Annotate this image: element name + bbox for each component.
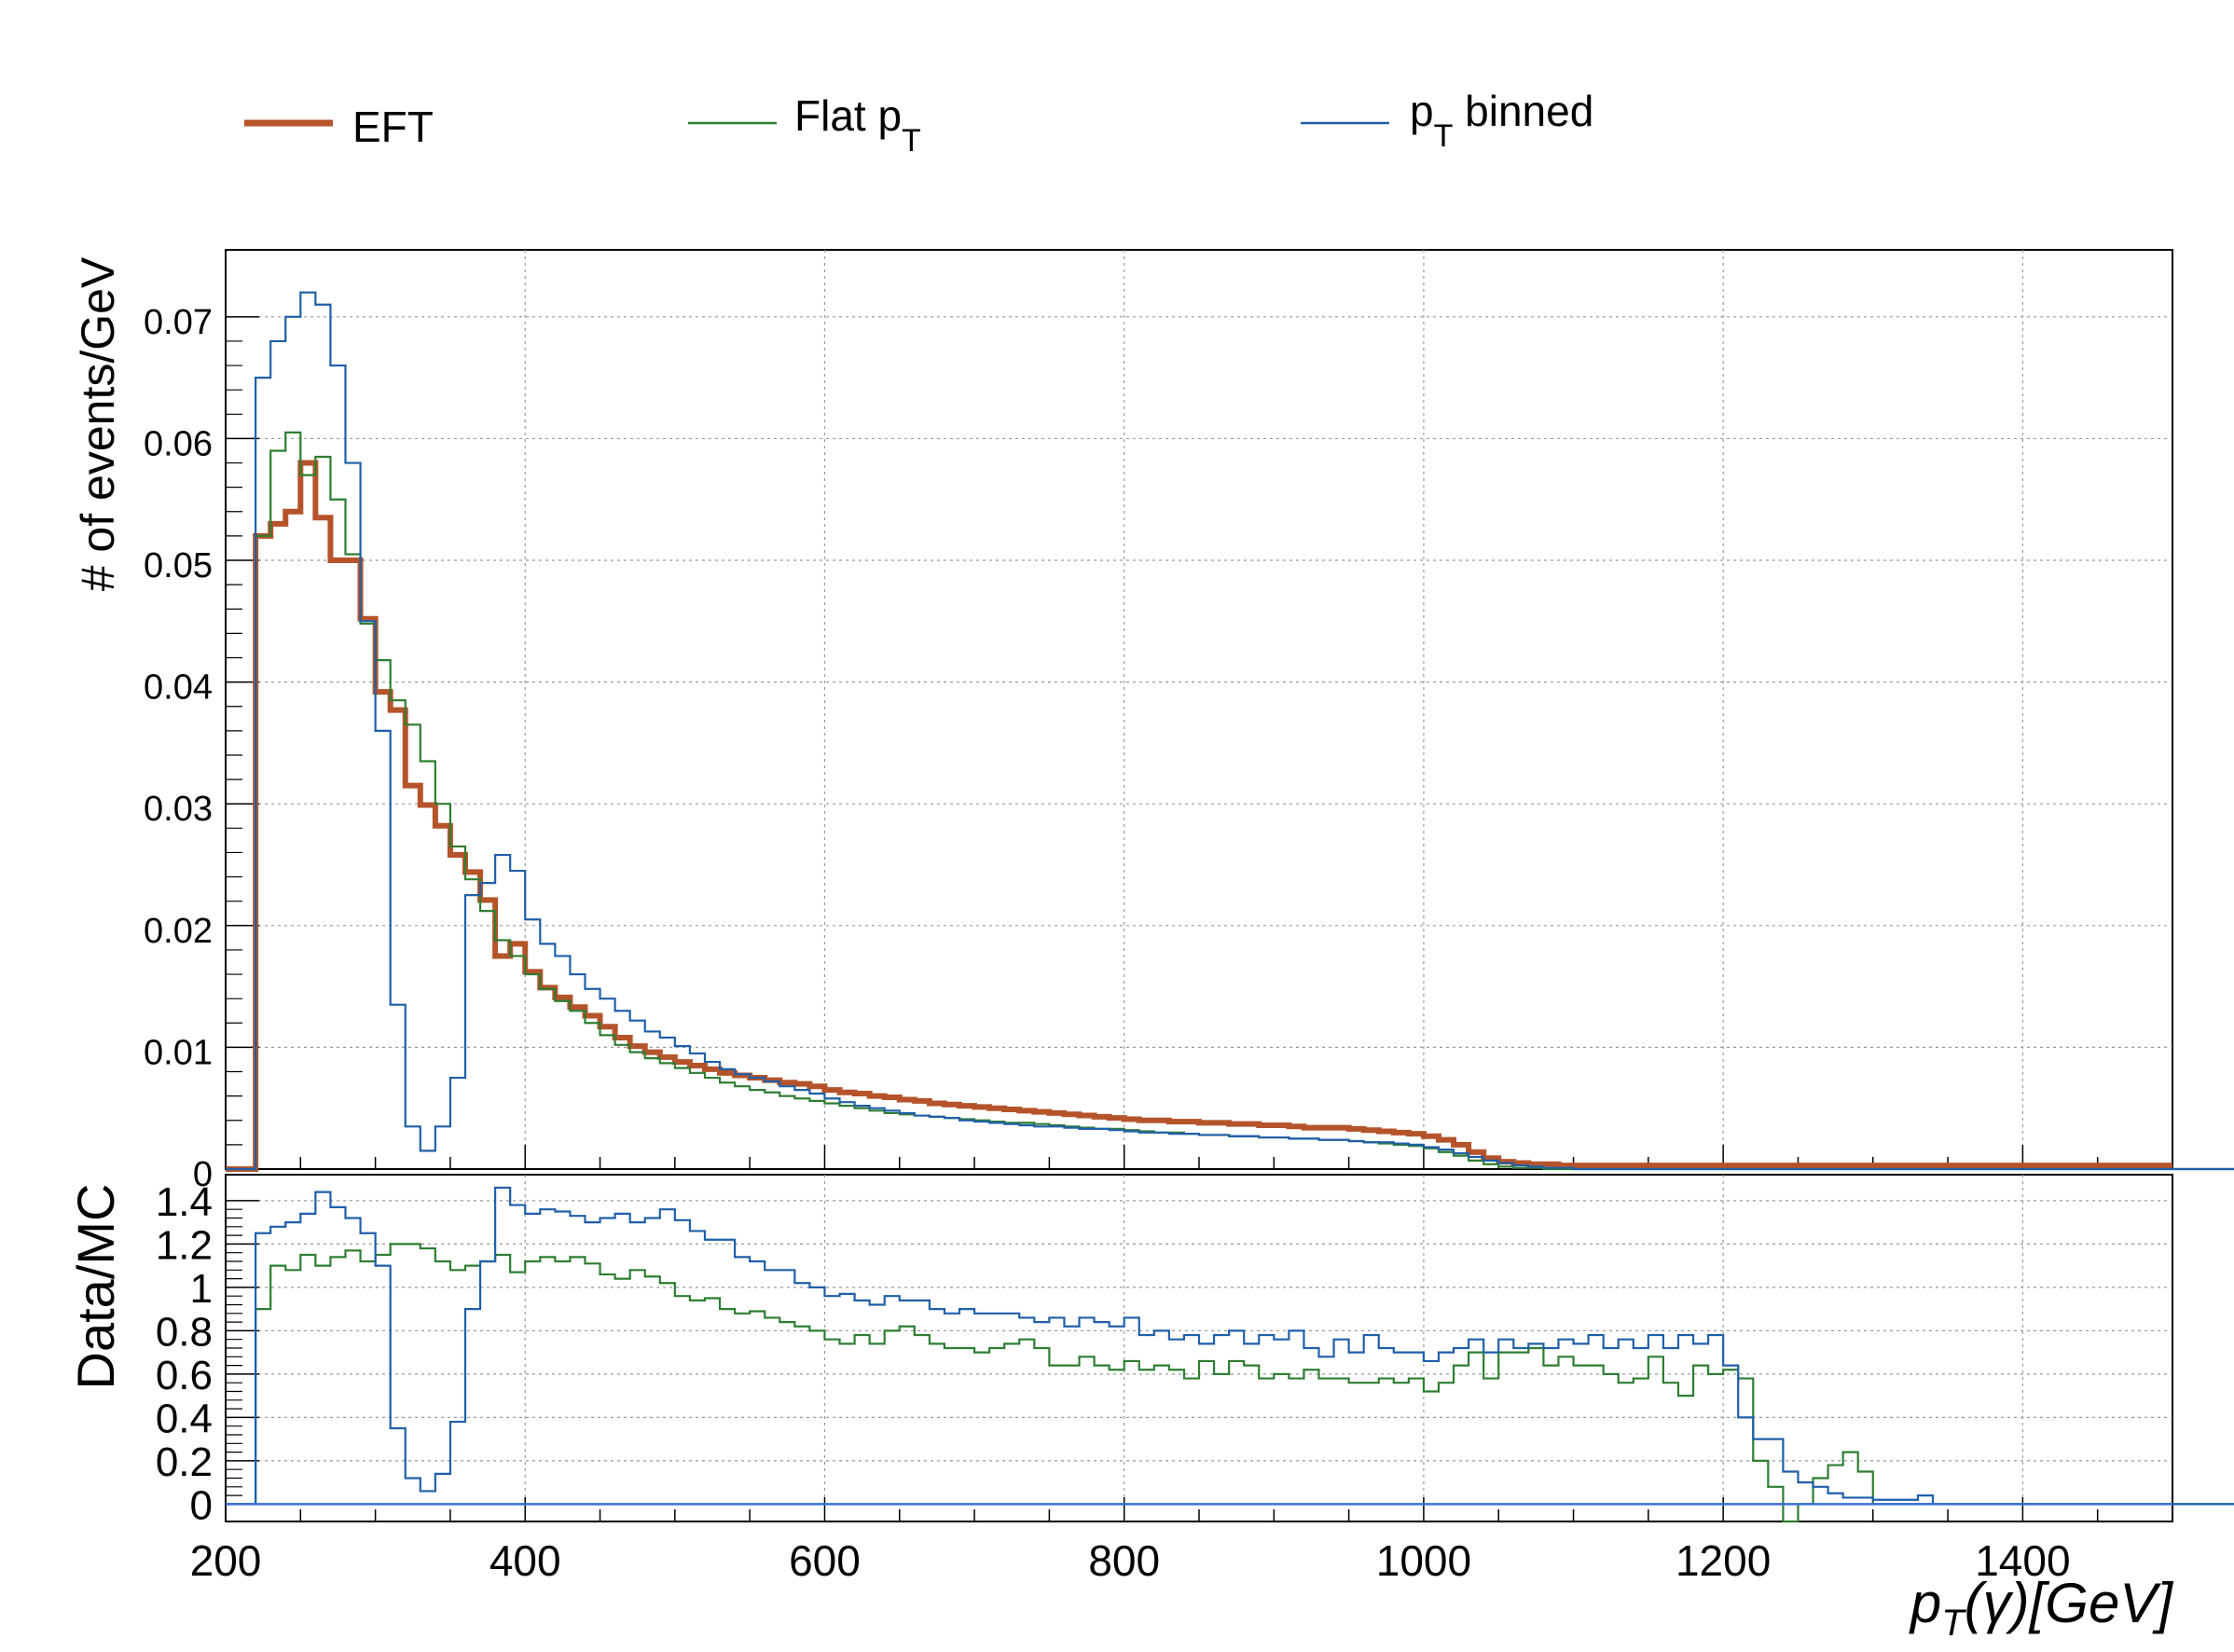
main-panel: 0 0.01 0.02 0.03 0.04 0.05 0.06 0.07 # of event… <box>72 249 2234 1194</box>
y-tick-label: 0.2 <box>156 1439 213 1485</box>
y-tick-label: 0.02 <box>144 912 213 951</box>
ratio-y-axis: 00.20.40.60.811.21.4 <box>156 1179 259 1528</box>
series-line-flat-p-t <box>226 1243 2234 1523</box>
y-tick-label: 0.07 <box>144 303 213 342</box>
legend-label-eft: EFT <box>352 103 434 151</box>
ratio-series <box>226 1186 2234 1523</box>
y-tick-label: 0.4 <box>156 1396 213 1441</box>
y-tick-label: 0.01 <box>144 1033 213 1072</box>
y-tick-label: 1.4 <box>156 1179 213 1225</box>
legend-entry-flat-pt: Flat pT <box>688 91 921 158</box>
main-grid <box>226 250 2172 1169</box>
x-axis-title: pT(γ)[GeV] <box>1909 1572 2174 1644</box>
series-line-p-t-binned <box>226 291 2234 1171</box>
y-tick-label: 0.06 <box>144 424 213 463</box>
ratio-panel: 00.20.40.60.811.21.4 200 400 600 800 1000 120… <box>66 1174 2234 1644</box>
x-tick-label: 800 <box>1088 1536 1160 1585</box>
y-tick-label: 1 <box>190 1266 213 1312</box>
legend-label-pt-binned: pT binned <box>1410 87 1593 154</box>
main-y-axis-title: # of events/GeV <box>72 256 124 591</box>
series-line-p-t-binned <box>226 1186 2234 1506</box>
y-tick-label: 1.2 <box>156 1222 213 1268</box>
main-y-axis: 0 0.01 0.02 0.03 0.04 0.05 0.06 0.07 <box>144 303 259 1194</box>
y-tick-label: 0.05 <box>144 546 213 585</box>
y-tick-label: 0.04 <box>144 668 213 708</box>
x-tick-label: 1400 <box>1975 1536 2070 1585</box>
y-tick-label: 0.03 <box>144 790 213 829</box>
x-tick-label: 600 <box>789 1536 861 1585</box>
legend: EFT Flat pT pT binned <box>244 87 1593 158</box>
main-series <box>226 291 2234 1172</box>
x-tick-label: 400 <box>490 1536 561 1585</box>
y-tick-label: 0 <box>193 1155 213 1194</box>
x-tick-label: 200 <box>190 1536 262 1585</box>
legend-label-flat-pt: Flat pT <box>794 91 921 158</box>
series-line-eft <box>226 460 2172 1172</box>
y-tick-label: 0 <box>190 1482 213 1528</box>
ratio-x-axis: 200 400 600 800 1000 1200 1400 <box>190 1497 2173 1585</box>
ratio-y-axis-title: Data/MC <box>66 1184 125 1390</box>
y-tick-label: 0.6 <box>156 1353 213 1398</box>
legend-entry-pt-binned: pT binned <box>1301 87 1593 154</box>
legend-entry-eft: EFT <box>244 103 434 151</box>
y-tick-label: 0.8 <box>156 1309 213 1355</box>
x-tick-label: 1000 <box>1376 1536 1471 1585</box>
x-tick-label: 1200 <box>1676 1536 1771 1585</box>
